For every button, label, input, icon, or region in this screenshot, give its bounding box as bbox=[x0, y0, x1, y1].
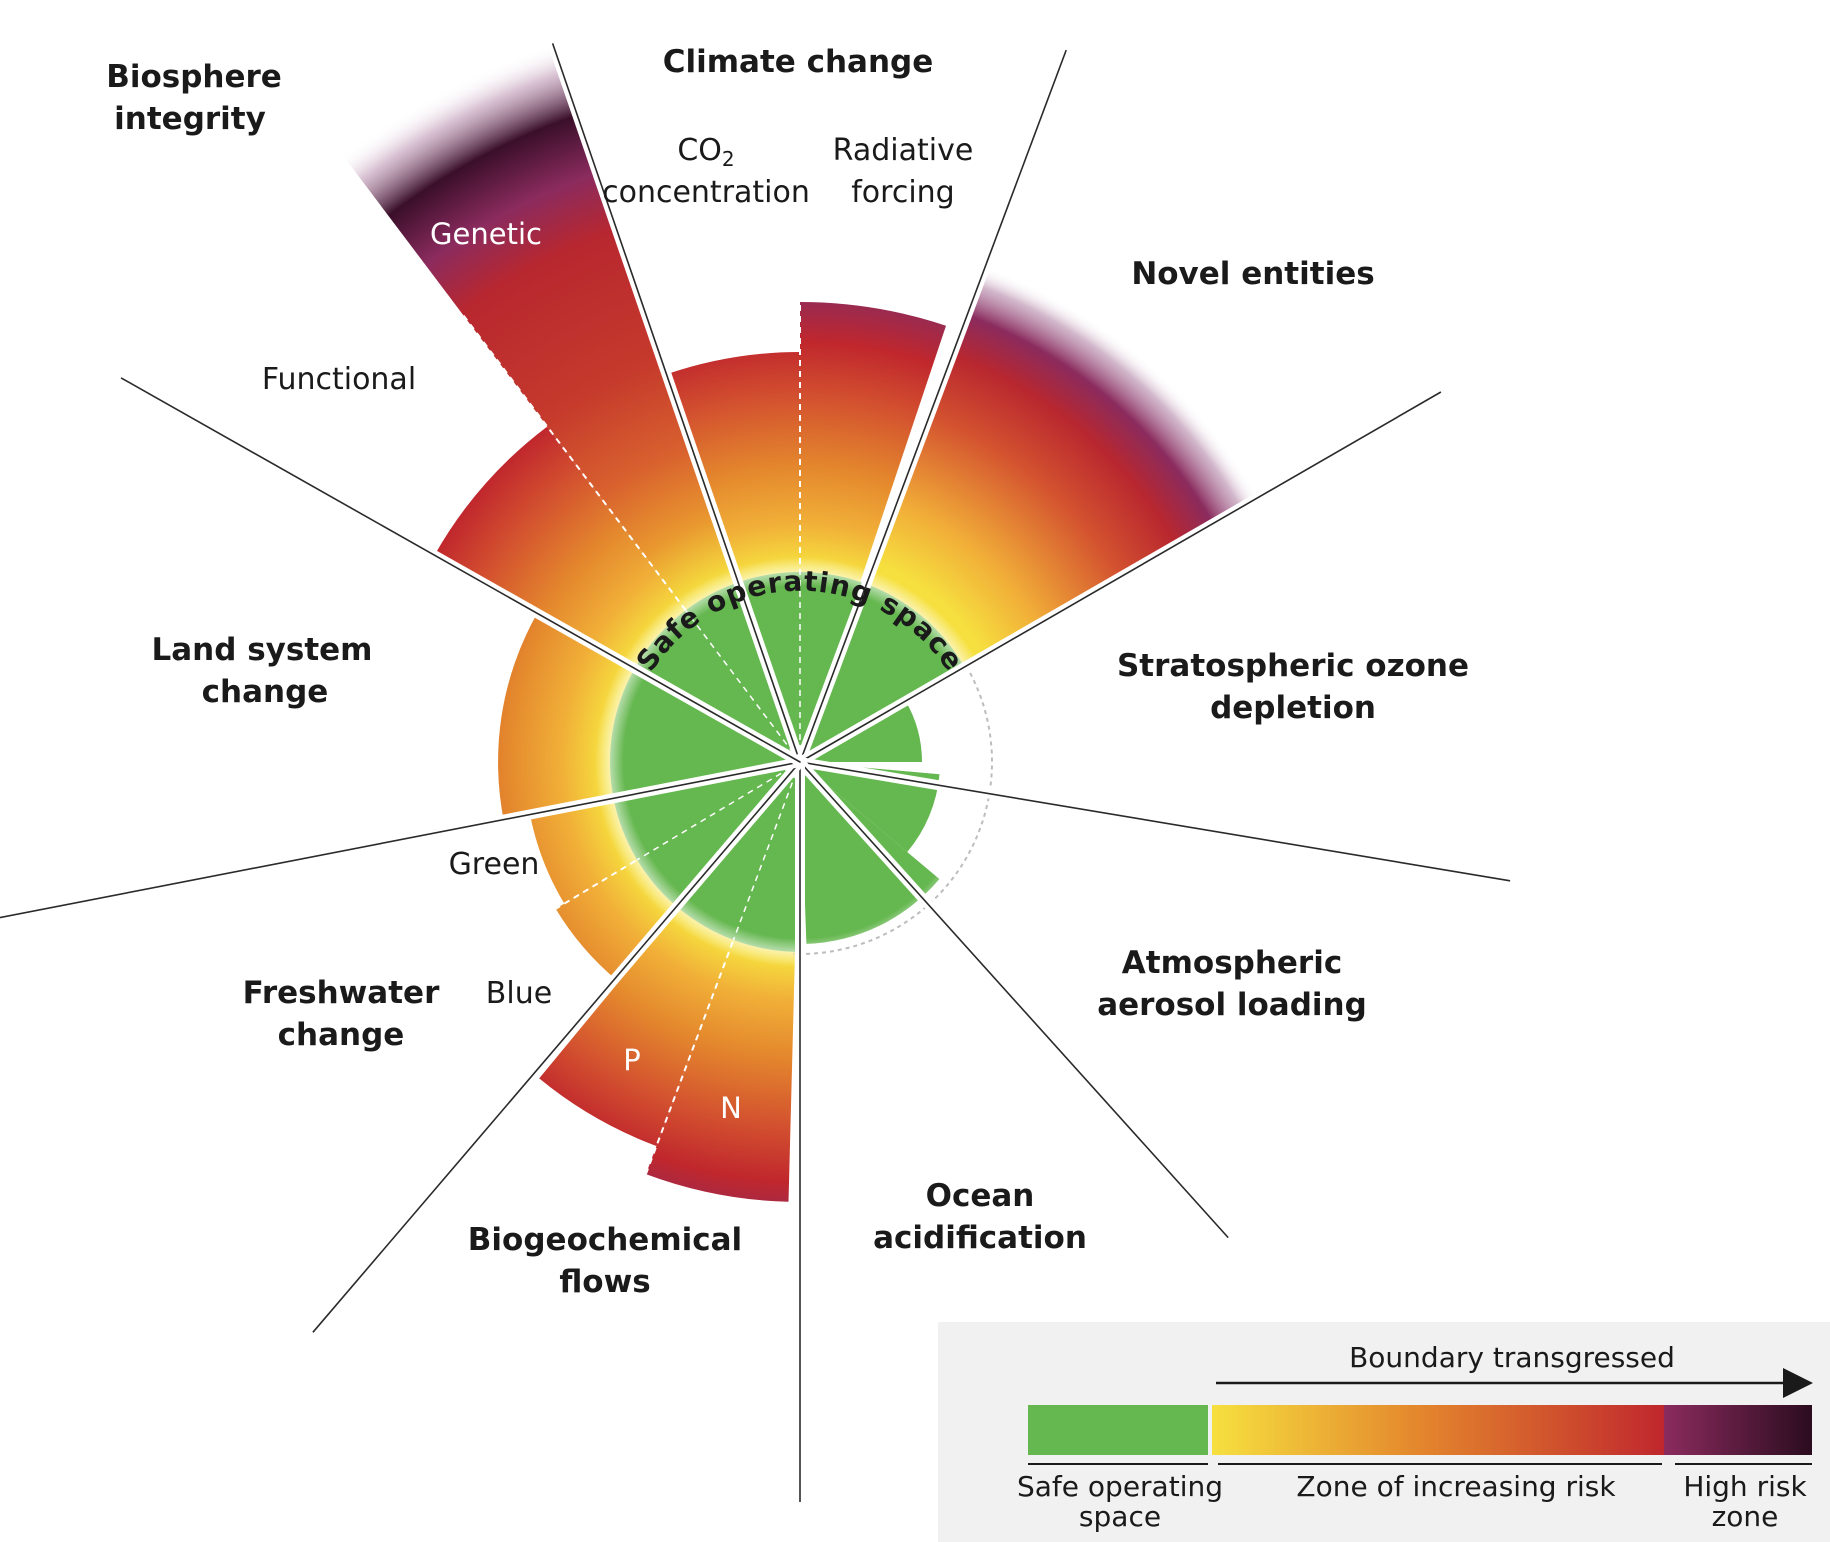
dash-freshwater bbox=[555, 848, 655, 910]
legend-high-risk-swatch bbox=[1664, 1405, 1812, 1455]
safe-boundary-dotted bbox=[793, 665, 993, 955]
label-radiative-forcing-line2: forcing bbox=[851, 175, 954, 210]
label-novel-entities: Novel entities bbox=[1131, 256, 1374, 292]
label-nitrogen: N bbox=[720, 1091, 742, 1125]
wedge-genetic bbox=[342, 43, 800, 762]
label-ocean-acidification-line2: acidification bbox=[873, 1220, 1087, 1256]
label-biogeochemical-flows-line2: flows bbox=[559, 1264, 650, 1300]
label-land-system-change: Land system bbox=[152, 632, 373, 668]
sector-dividers bbox=[0, 41, 1511, 1502]
label-climate-change: Climate change bbox=[663, 44, 934, 80]
label-land-system-change-line2: change bbox=[202, 674, 329, 710]
label-biogeochemical-flows: Biogeochemical bbox=[468, 1222, 742, 1258]
legend-high-risk-label: High risk bbox=[1683, 1470, 1807, 1503]
label-aerosol: Atmospheric bbox=[1122, 945, 1342, 981]
legend-safe-swatch bbox=[1028, 1405, 1208, 1455]
label-biosphere-integrity-line2: integrity bbox=[114, 101, 266, 137]
divider-4 bbox=[799, 761, 1511, 882]
legend-risk-label: Zone of increasing risk bbox=[1296, 1470, 1616, 1503]
label-stratospheric-ozone-line2: depletion bbox=[1210, 690, 1376, 726]
dash-biosphere-inner bbox=[685, 609, 801, 763]
label-green-water: Green bbox=[449, 847, 540, 882]
dash-bgc bbox=[644, 920, 742, 1175]
dash-biosphere bbox=[462, 314, 687, 611]
label-phosphorus: P bbox=[623, 1043, 641, 1077]
divider-2 bbox=[799, 49, 1067, 763]
dash-bgc-inner bbox=[732, 761, 801, 941]
label-freshwater-change-line2: change bbox=[278, 1017, 405, 1053]
divider-5 bbox=[799, 761, 1229, 1239]
label-genetic: Genetic bbox=[430, 217, 542, 251]
legend-safe-label-line2: space bbox=[1079, 1500, 1161, 1533]
label-ocean-acidification: Ocean bbox=[926, 1178, 1035, 1214]
label-stratospheric-ozone: Stratospheric ozone bbox=[1117, 648, 1469, 684]
divider-7 bbox=[312, 761, 801, 1333]
dash-freshwater-inner bbox=[636, 761, 801, 861]
divider-3 bbox=[799, 391, 1442, 763]
legend-high-risk-label-line2: zone bbox=[1712, 1500, 1779, 1533]
label-functional: Functional bbox=[262, 362, 416, 397]
divider-1 bbox=[551, 43, 801, 763]
legend-risk-swatch bbox=[1212, 1405, 1664, 1455]
legend: Boundary transgressed Safe operating spa… bbox=[938, 1322, 1830, 1542]
label-co2-concentration-line2: concentration bbox=[602, 175, 810, 210]
label-radiative-forcing: Radiative bbox=[833, 133, 974, 168]
divider-8 bbox=[0, 761, 801, 919]
label-biosphere-integrity: Biosphere bbox=[106, 59, 282, 95]
label-freshwater-change: Freshwater bbox=[243, 975, 440, 1011]
label-aerosol-line2: aerosol loading bbox=[1097, 987, 1367, 1023]
label-blue-water: Blue bbox=[486, 976, 552, 1011]
legend-boundary-transgressed: Boundary transgressed bbox=[1349, 1341, 1675, 1374]
legend-safe-label: Safe operating bbox=[1017, 1470, 1223, 1503]
divider-9 bbox=[120, 377, 801, 763]
label-co2-concentration: CO2 bbox=[677, 133, 734, 171]
